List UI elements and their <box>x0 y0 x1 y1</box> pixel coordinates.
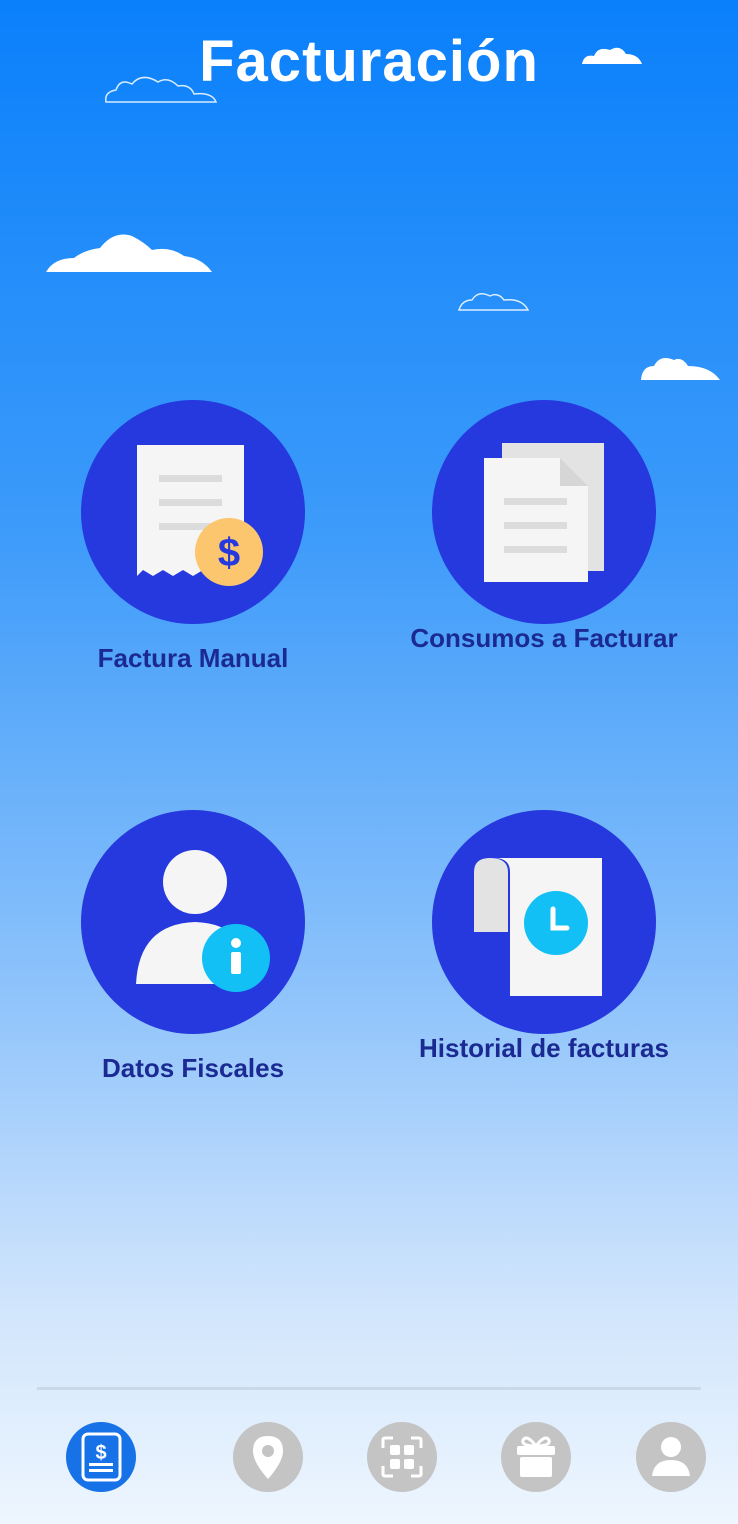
cloud-icon <box>641 358 720 380</box>
documents-icon <box>484 443 604 582</box>
document-clock-icon <box>474 858 602 996</box>
nav-locations[interactable] <box>233 1422 303 1492</box>
nav-invoices[interactable]: $ <box>66 1422 136 1492</box>
cloud-outline-icon <box>457 293 530 311</box>
cloud-icon <box>582 47 642 64</box>
bottom-nav-divider <box>37 1387 701 1390</box>
menu-item-factura-manual[interactable]: $ Factura Manual <box>43 400 343 679</box>
tile-label: Datos Fiscales <box>101 1053 285 1083</box>
nav-profile[interactable] <box>636 1422 706 1492</box>
invoice-icon: $ <box>81 1432 122 1482</box>
consumos-a-facturar-button[interactable] <box>432 400 656 624</box>
tile-label: Historial de facturas <box>419 1033 669 1063</box>
tile-label: Factura Manual <box>97 643 289 673</box>
gift-icon <box>517 1436 555 1477</box>
qr-scan-icon <box>381 1436 423 1478</box>
location-pin-icon <box>253 1436 283 1479</box>
menu-item-consumos-a-facturar[interactable]: Consumos a Facturar <box>394 400 694 659</box>
cloud-outline-icon <box>104 76 218 103</box>
menu-item-datos-fiscales[interactable]: Datos Fiscales <box>43 810 343 1089</box>
user-info-icon <box>136 850 270 992</box>
nav-rewards[interactable] <box>501 1422 571 1492</box>
cloud-icon <box>46 234 212 272</box>
page-title: Facturación <box>199 29 539 94</box>
receipt-dollar-icon: $ <box>137 445 263 586</box>
svg-text:$: $ <box>95 1442 106 1464</box>
factura-manual-button[interactable]: $ <box>81 400 305 624</box>
tile-label: Consumos a Facturar <box>410 623 678 653</box>
menu-item-historial-de-facturas[interactable]: Historial de facturas <box>394 810 694 1069</box>
historial-de-facturas-button[interactable] <box>432 810 656 1034</box>
datos-fiscales-button[interactable] <box>81 810 305 1034</box>
nav-qr-scan[interactable] <box>367 1422 437 1492</box>
profile-icon <box>652 1437 690 1476</box>
svg-text:$: $ <box>218 531 240 575</box>
